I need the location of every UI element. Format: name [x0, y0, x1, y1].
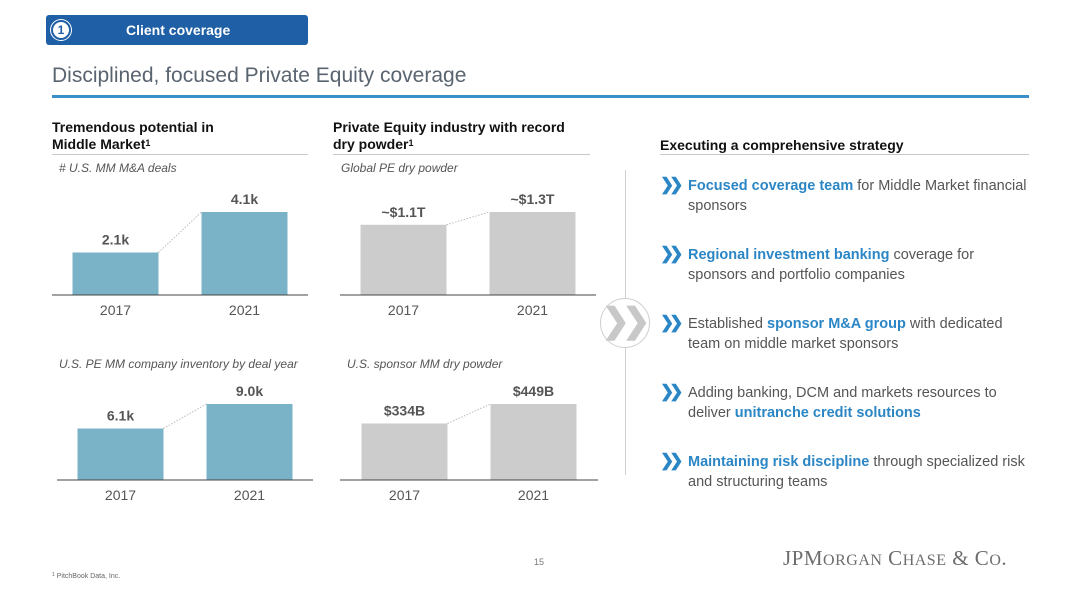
- bar-value-label: ~$1.3T: [511, 191, 555, 207]
- strategy-pre: Adding banking, DCM and markets resource…: [688, 385, 997, 421]
- strategy-rest: with dedicated team on middle market spo…: [688, 316, 1003, 352]
- chart-pe-inventory-svg: 6.1k 2017 9.0k 2021: [57, 383, 313, 503]
- bar-value-label: 6.1k: [107, 407, 134, 423]
- left-heading-line2: Middle Market: [52, 136, 146, 152]
- category-label: 2017: [389, 487, 420, 503]
- double-chevron-icon: ❯❯: [660, 382, 683, 401]
- chart-sponsor-dry-powder: $334B 2017 $449B 2021: [340, 372, 598, 510]
- growth-connector: [446, 211, 490, 226]
- section-number-badge: 1: [51, 20, 71, 40]
- bar-value-label: 4.1k: [231, 191, 258, 207]
- chart-pe-dry-powder-svg: ~$1.1T 2017 ~$1.3T 2021: [340, 191, 596, 318]
- strategy-pre: Established: [688, 316, 767, 332]
- bar-value-label: ~$1.1T: [382, 204, 426, 220]
- strategy-item-text: Established sponsor M&A group with dedic…: [688, 314, 1033, 354]
- chart-caption-mm-deals: # U.S. MM M&A deals: [59, 161, 177, 175]
- footnote-mark: 1: [52, 572, 55, 578]
- double-chevron-icon: ❯❯: [660, 451, 683, 470]
- mid-heading-line2: dry powder: [333, 136, 409, 152]
- bar-2017: [77, 428, 164, 480]
- bar-2017: [72, 252, 159, 295]
- mid-heading-line1: Private Equity industry with record: [333, 119, 565, 135]
- mid-heading-rule: [333, 154, 590, 155]
- bar-2021: [206, 404, 293, 480]
- right-column-heading: Executing a comprehensive strategy: [660, 137, 904, 153]
- chart-pe-dry-powder: ~$1.1T 2017 ~$1.3T 2021: [340, 180, 596, 325]
- chart-caption-pe-dry-powder: Global PE dry powder: [341, 161, 458, 175]
- strategy-highlight: Regional investment banking: [688, 247, 890, 263]
- bar-value-label: 2.1k: [102, 231, 129, 247]
- strategy-highlight: sponsor M&A group: [767, 316, 906, 332]
- page-title: Disciplined, focused Private Equity cove…: [52, 64, 467, 87]
- bar-value-label: 9.0k: [236, 383, 263, 399]
- mid-heading-footnote-mark: 1: [408, 138, 414, 148]
- double-chevron-icon: ❯❯: [660, 313, 683, 332]
- double-chevron-icon: ❯❯: [660, 244, 683, 263]
- left-column-heading: Tremendous potential in Middle Market1: [52, 119, 214, 153]
- category-label: 2021: [518, 487, 549, 503]
- chart-sponsor-dry-powder-svg: $334B 2017 $449B 2021: [340, 383, 598, 503]
- growth-connector: [447, 403, 491, 424]
- section-label: Client coverage: [126, 22, 231, 38]
- chart-pe-inventory: 6.1k 2017 9.0k 2021: [57, 372, 313, 510]
- growth-connector: [163, 403, 207, 429]
- strategy-rest: for Middle Market financial sponsors: [688, 178, 1027, 214]
- company-logo: JPMORGAN CHASE & CO.: [783, 546, 1008, 570]
- mid-column-heading: Private Equity industry with record dry …: [333, 119, 565, 153]
- strategy-highlight: unitranche credit solutions: [734, 405, 921, 421]
- strategy-highlight: Maintaining risk discipline: [688, 454, 870, 470]
- footnote-text: PitchBook Data, Inc.: [56, 573, 121, 580]
- category-label: 2017: [100, 302, 131, 318]
- strategy-item-text: Focused coverage team for Middle Market …: [688, 176, 1033, 216]
- category-label: 2021: [517, 302, 548, 318]
- double-chevron-right-icon: ❯❯: [600, 298, 650, 348]
- strategy-item-text: Maintaining risk discipline through spec…: [688, 452, 1033, 492]
- strategy-highlight: Focused coverage team: [688, 178, 854, 194]
- chart-caption-sponsor-dry-powder: U.S. sponsor MM dry powder: [347, 357, 503, 371]
- bar-2021: [489, 212, 576, 295]
- right-heading-rule: [660, 154, 1029, 155]
- double-chevron-icon: ❯❯: [660, 175, 683, 194]
- category-label: 2021: [234, 487, 265, 503]
- left-heading-line1: Tremendous potential in: [52, 119, 214, 135]
- bar-2021: [490, 404, 577, 480]
- bar-value-label: $449B: [513, 383, 554, 399]
- bar-2017: [361, 423, 448, 480]
- section-tab: 1 Client coverage: [46, 15, 308, 45]
- growth-connector: [158, 211, 202, 253]
- chart-mm-deals: 2.1k 2017 4.1k 2021: [52, 180, 308, 325]
- left-heading-footnote-mark: 1: [145, 138, 151, 148]
- category-label: 2017: [105, 487, 136, 503]
- chart-caption-pe-inventory: U.S. PE MM company inventory by deal yea…: [59, 357, 298, 371]
- category-label: 2021: [229, 302, 260, 318]
- strategy-item-text: Adding banking, DCM and markets resource…: [688, 383, 1033, 423]
- page-number: 15: [534, 557, 545, 567]
- left-heading-rule: [52, 154, 308, 155]
- footnote: 1 PitchBook Data, Inc.: [52, 572, 121, 580]
- chart-mm-deals-svg: 2.1k 2017 4.1k 2021: [52, 191, 308, 318]
- bar-2021: [201, 212, 288, 295]
- bar-2017: [360, 224, 447, 295]
- strategy-item-text: Regional investment banking coverage for…: [688, 245, 1033, 285]
- strategy-rest: coverage for sponsors and portfolio comp…: [688, 247, 975, 283]
- title-divider: [52, 95, 1029, 98]
- bar-value-label: $334B: [384, 402, 425, 418]
- category-label: 2017: [388, 302, 419, 318]
- strategy-rest: through specialized risk and structuring…: [688, 454, 1025, 490]
